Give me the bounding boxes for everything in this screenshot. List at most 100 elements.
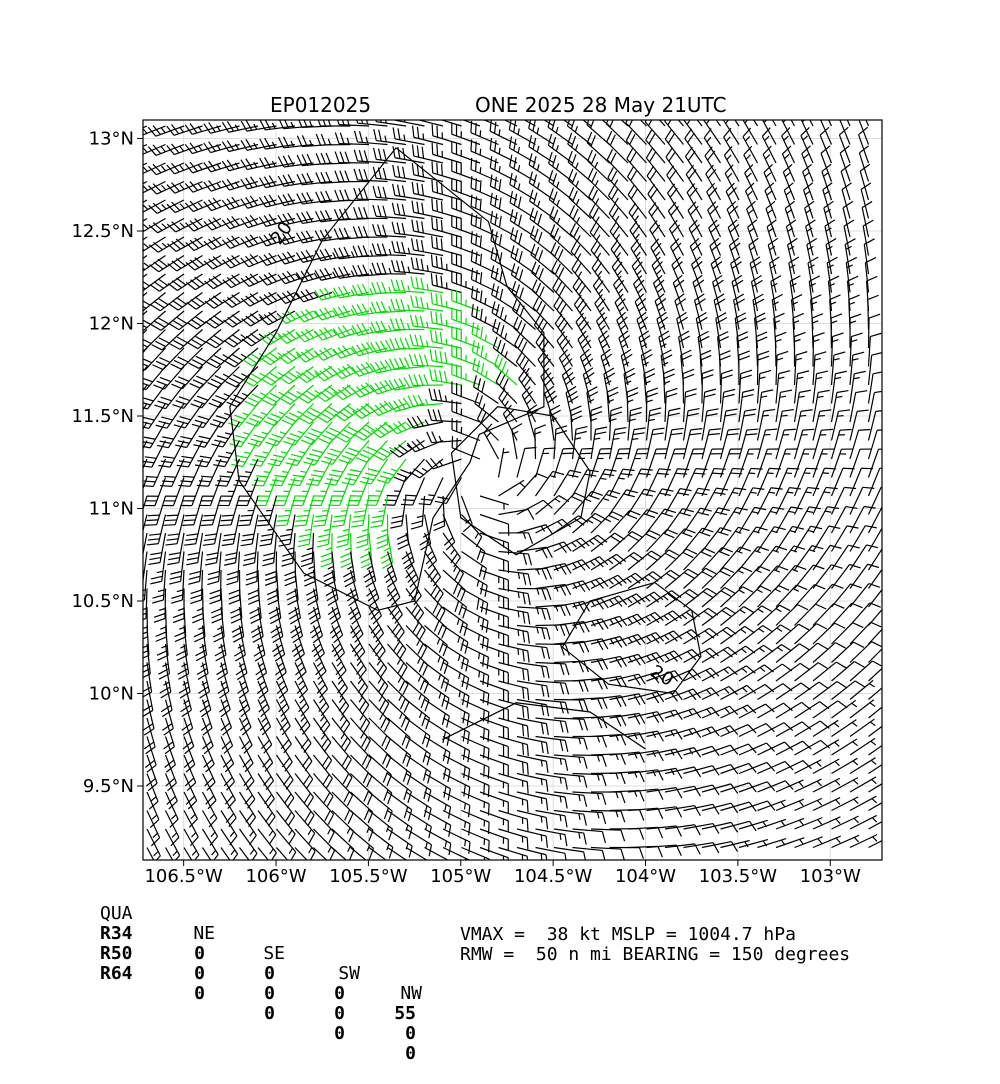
wind-barb [471,103,499,126]
wind-barb [113,274,147,293]
wind-barb [610,449,631,478]
wind-barb [813,565,843,589]
wind-barb [425,626,448,656]
wind-barb [388,755,412,785]
wind-barb [619,331,630,367]
wind-barb [570,223,591,255]
wind-barb [406,700,430,730]
wind-barb [850,603,881,626]
wind-barb [162,700,173,736]
cell-nw: 55 [356,1004,416,1024]
wind-barb [789,257,799,292]
wind-barb [515,334,536,366]
wind-barb [832,391,849,422]
wind-barb [112,200,147,215]
wind-barb [207,552,221,585]
wind-barb [536,755,568,771]
wind-barb [572,259,591,292]
wind-barb [573,829,606,843]
cell-se: 0 [215,964,275,984]
wind-barb [758,566,789,589]
wind-barb [134,330,166,351]
wind-barb [550,224,572,255]
wind-barb [393,109,424,126]
wind-barb [277,829,296,862]
wind-barb [588,150,610,181]
wind-barb [332,737,351,770]
x-tick-label: 103°W [800,866,861,887]
wind-barb [554,792,587,807]
wind-barb [591,636,627,647]
wind-barb [610,222,628,256]
wind-barb [758,429,778,459]
wind-barb [391,299,425,311]
wind-barb [567,115,591,145]
y-tick-label: 11°N [89,499,134,520]
wind-barb [393,127,424,144]
wind-barb [316,385,350,402]
wind-barb [452,104,480,126]
wind-barb [462,552,487,580]
wind-barb [587,114,610,145]
wind-barb [610,791,645,802]
wind-barb [425,644,449,674]
wind-barb [628,185,646,219]
wind-barb [425,792,451,818]
cell-ne: 0 [145,964,205,984]
wind-barb [452,400,480,422]
wind-barb [721,567,753,589]
wind-barb [197,644,208,679]
wind-barb [850,642,882,663]
wind-barb [240,829,257,863]
wind-barb [850,410,869,440]
wind-barb [517,737,548,755]
wind-barb [492,301,517,329]
wind-barb [587,96,610,126]
wind-barb [610,654,646,665]
wind-barb [425,811,451,837]
wind-barb [850,430,870,459]
wind-barb [665,748,701,758]
wind-barb [211,589,222,623]
wind-barb [346,570,358,606]
wind-barb [406,626,427,658]
wind-barb [150,274,184,291]
wind-barb [702,803,738,813]
wind-barb [462,570,488,597]
wind-barb [795,565,825,588]
wind-barb [665,767,701,777]
wind-barb [332,792,353,824]
wind-barb [684,409,700,441]
wind-barb [681,350,692,385]
wind-barb [591,240,609,274]
wind-barb [215,626,226,661]
wind-barb [536,625,570,636]
wind-barb [369,681,389,714]
wind-barb [204,142,240,153]
wind-barb [858,109,869,145]
wind-barb [177,441,203,467]
wind-barb [425,681,450,710]
wind-barb [776,605,808,626]
wind-barb [354,422,388,440]
x-tick-label: 106.5°W [144,866,223,887]
wind-barb [351,792,373,823]
wind-barb [573,491,603,514]
wind-barb [426,458,462,469]
wind-barb [130,533,147,564]
wind-barb [568,151,591,181]
wind-barb [714,294,725,330]
wind-barb [369,737,391,768]
wind-barb [413,126,443,145]
wind-barb [420,515,431,551]
wind-barb [295,829,315,862]
wind-barb [263,385,295,405]
wind-barb [571,241,591,274]
wind-barb [684,568,717,588]
cell-ne: 0 [145,984,205,1004]
wind-barb [696,313,707,348]
wind-barb [309,478,332,506]
wind-barb [517,447,536,477]
wind-barb [371,340,406,353]
wind-barb [684,588,717,607]
